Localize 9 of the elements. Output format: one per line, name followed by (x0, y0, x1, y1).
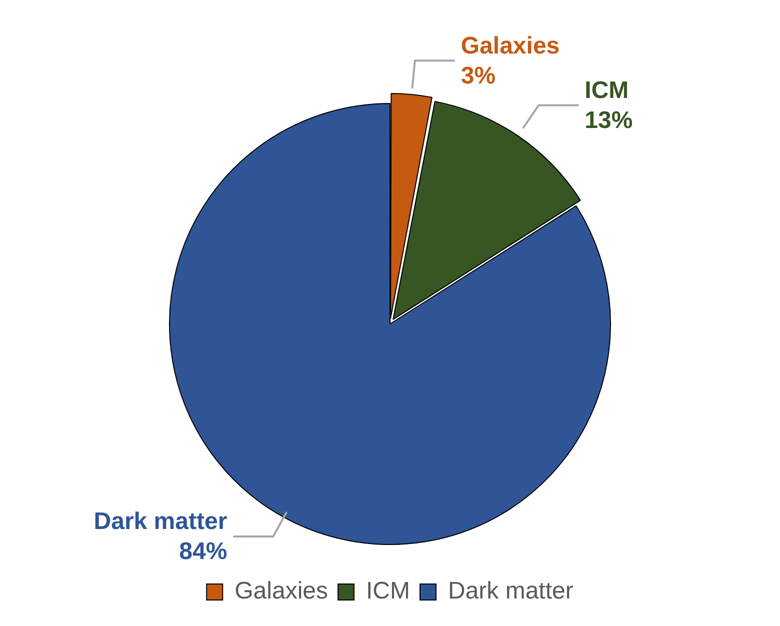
legend-label: ICM (366, 578, 410, 605)
data-label: 84% (179, 538, 228, 566)
slice-label: Dark matter (94, 508, 228, 536)
slice-label: ICM (584, 76, 629, 104)
legend-label: Galaxies (234, 578, 328, 605)
slice-label: Galaxies (460, 32, 560, 60)
data-label: 13% (584, 106, 633, 134)
data-label: 3% (460, 62, 496, 90)
legend-label: Dark matter (448, 578, 574, 605)
